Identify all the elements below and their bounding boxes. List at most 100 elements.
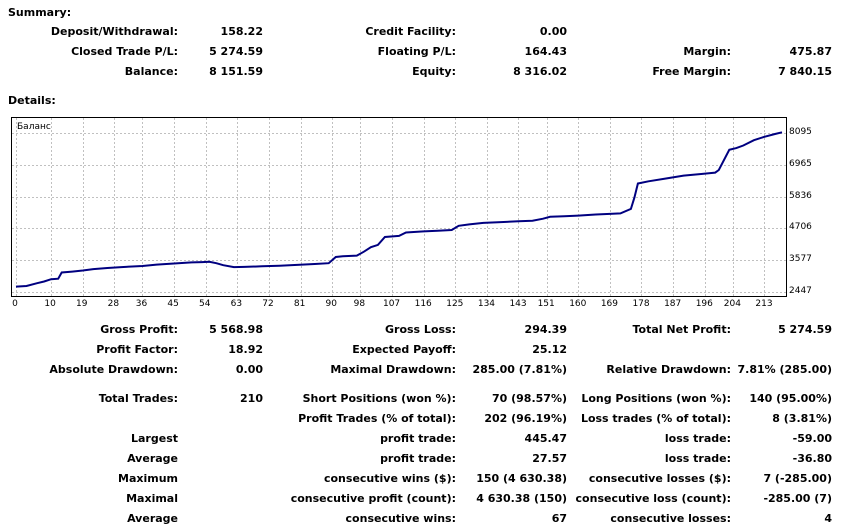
loss-trades-value: 8 (3.81%) — [772, 412, 832, 425]
maximal-cons-profit-value: 4 630.38 (150) — [476, 492, 567, 505]
x-tick-label: 0 — [12, 299, 18, 309]
x-tick-label: 90 — [325, 299, 337, 309]
max-cons-losses-label: consecutive losses ($): — [588, 472, 731, 485]
relative-drawdown-label: Relative Drawdown: — [606, 363, 731, 376]
avg-cons-losses-value: 4 — [824, 512, 832, 525]
average2-label: Average — [127, 512, 178, 525]
gross-loss-value: 294.39 — [524, 323, 567, 336]
max-cons-losses-value: 7 (-285.00) — [763, 472, 832, 485]
balance-chart: Баланс — [11, 117, 787, 297]
maximal-cons-profit-label: consecutive profit (count): — [290, 492, 456, 505]
balance-chart-svg — [12, 118, 786, 296]
floating-pl-value: 164.43 — [524, 45, 567, 58]
maximal-drawdown-label: Maximal Drawdown: — [330, 363, 456, 376]
gross-profit-value: 5 568.98 — [209, 323, 263, 336]
long-positions-label: Long Positions (won %): — [581, 392, 731, 405]
free-margin-value: 7 840.15 — [778, 65, 832, 78]
y-tick-label: 2447 — [789, 286, 812, 296]
x-tick-label: 10 — [44, 299, 56, 309]
avg-cons-wins-label: consecutive wins: — [345, 512, 456, 525]
long-positions-value: 140 (95.00%) — [749, 392, 832, 405]
total-trades-label: Total Trades: — [98, 392, 178, 405]
largest-label: Largest — [131, 432, 178, 445]
x-tick-label: 45 — [167, 299, 179, 309]
largest-loss-value: -59.00 — [792, 432, 832, 445]
deposit-value: 158.22 — [220, 25, 263, 38]
maximal-drawdown-value: 285.00 (7.81%) — [472, 363, 568, 376]
chart-title: Баланс — [17, 122, 51, 132]
equity-label: Equity: — [412, 65, 456, 78]
maximal-cons-loss-label: consecutive loss (count): — [575, 492, 731, 505]
x-tick-label: 169 — [600, 299, 618, 309]
equity-value: 8 316.02 — [513, 65, 567, 78]
x-tick-label: 125 — [446, 299, 464, 309]
maximum-label: Maximum — [118, 472, 178, 485]
summary-heading: Summary: — [8, 6, 72, 19]
x-tick-label: 116 — [414, 299, 432, 309]
y-tick-label: 5836 — [789, 190, 812, 201]
details-heading: Details: — [8, 94, 56, 107]
profit-factor-label: Profit Factor: — [96, 343, 178, 356]
credit-label: Credit Facility: — [365, 25, 456, 38]
gross-loss-label: Gross Loss: — [385, 323, 456, 336]
total-net-profit-label: Total Net Profit: — [632, 323, 732, 336]
average-profit-value: 27.57 — [532, 452, 567, 465]
absolute-drawdown-value: 0.00 — [235, 363, 263, 376]
x-tick-label: 187 — [664, 299, 682, 309]
expected-payoff-label: Expected Payoff: — [352, 343, 456, 356]
x-tick-label: 213 — [755, 299, 773, 309]
deposit-label: Deposit/Withdrawal: — [50, 25, 178, 38]
avg-cons-losses-label: consecutive losses: — [610, 512, 731, 525]
x-tick-label: 178 — [632, 299, 650, 309]
gross-profit-label: Gross Profit: — [100, 323, 178, 336]
x-tick-label: 81 — [293, 299, 306, 309]
profit-trades-label: Profit Trades (% of total): — [298, 412, 456, 425]
balance-label: Balance: — [124, 65, 178, 78]
absolute-drawdown-label: Absolute Drawdown: — [49, 363, 178, 376]
largest-loss-label: loss trade: — [664, 432, 731, 445]
x-tick-label: 151 — [537, 299, 555, 309]
total-net-profit-value: 5 274.59 — [778, 323, 832, 336]
margin-label: Margin: — [683, 45, 731, 58]
y-tick-label: 4706 — [789, 222, 812, 233]
x-tick-label: 63 — [230, 299, 243, 309]
x-tick-label: 134 — [477, 299, 496, 309]
average-loss-value: -36.80 — [792, 452, 832, 465]
closed-pl-label: Closed Trade P/L: — [71, 45, 178, 58]
x-tick-label: 72 — [262, 299, 274, 309]
x-tick-label: 19 — [76, 299, 88, 309]
loss-trades-label: Loss trades (% of total): — [580, 412, 731, 425]
x-tick-label: 107 — [382, 299, 401, 309]
largest-profit-label: profit trade: — [380, 432, 456, 445]
max-cons-wins-label: consecutive wins ($): — [323, 472, 456, 485]
total-trades-value: 210 — [240, 392, 263, 405]
x-tick-label: 143 — [509, 299, 527, 309]
profit-trades-value: 202 (96.19%) — [484, 412, 567, 425]
short-positions-value: 70 (98.57%) — [491, 392, 567, 405]
x-tick-label: 54 — [199, 299, 211, 309]
short-positions-label: Short Positions (won %): — [302, 392, 456, 405]
balance-value: 8 151.59 — [209, 65, 263, 78]
maximal-label: Maximal — [126, 492, 178, 505]
average-loss-label: loss trade: — [664, 452, 731, 465]
x-tick-label: 36 — [135, 299, 148, 309]
profit-factor-value: 18.92 — [228, 343, 263, 356]
average-label: Average — [127, 452, 178, 465]
max-cons-wins-value: 150 (4 630.38) — [476, 472, 567, 485]
average-profit-label: profit trade: — [380, 452, 456, 465]
x-tick-label: 28 — [107, 299, 120, 309]
balance-series-line — [15, 131, 783, 288]
avg-cons-wins-value: 67 — [551, 512, 567, 525]
credit-value: 0.00 — [539, 25, 567, 38]
margin-value: 475.87 — [789, 45, 832, 58]
x-tick-label: 160 — [569, 299, 587, 309]
floating-pl-label: Floating P/L: — [377, 45, 456, 58]
y-tick-label: 6965 — [789, 158, 812, 169]
x-tick-label: 204 — [723, 299, 741, 309]
x-tick-label: 98 — [353, 299, 366, 309]
free-margin-label: Free Margin: — [652, 65, 731, 78]
y-tick-label: 3577 — [789, 254, 812, 265]
closed-pl-value: 5 274.59 — [209, 45, 263, 58]
maximal-cons-loss-value: -285.00 (7) — [763, 492, 832, 505]
x-tick-label: 196 — [695, 299, 713, 309]
